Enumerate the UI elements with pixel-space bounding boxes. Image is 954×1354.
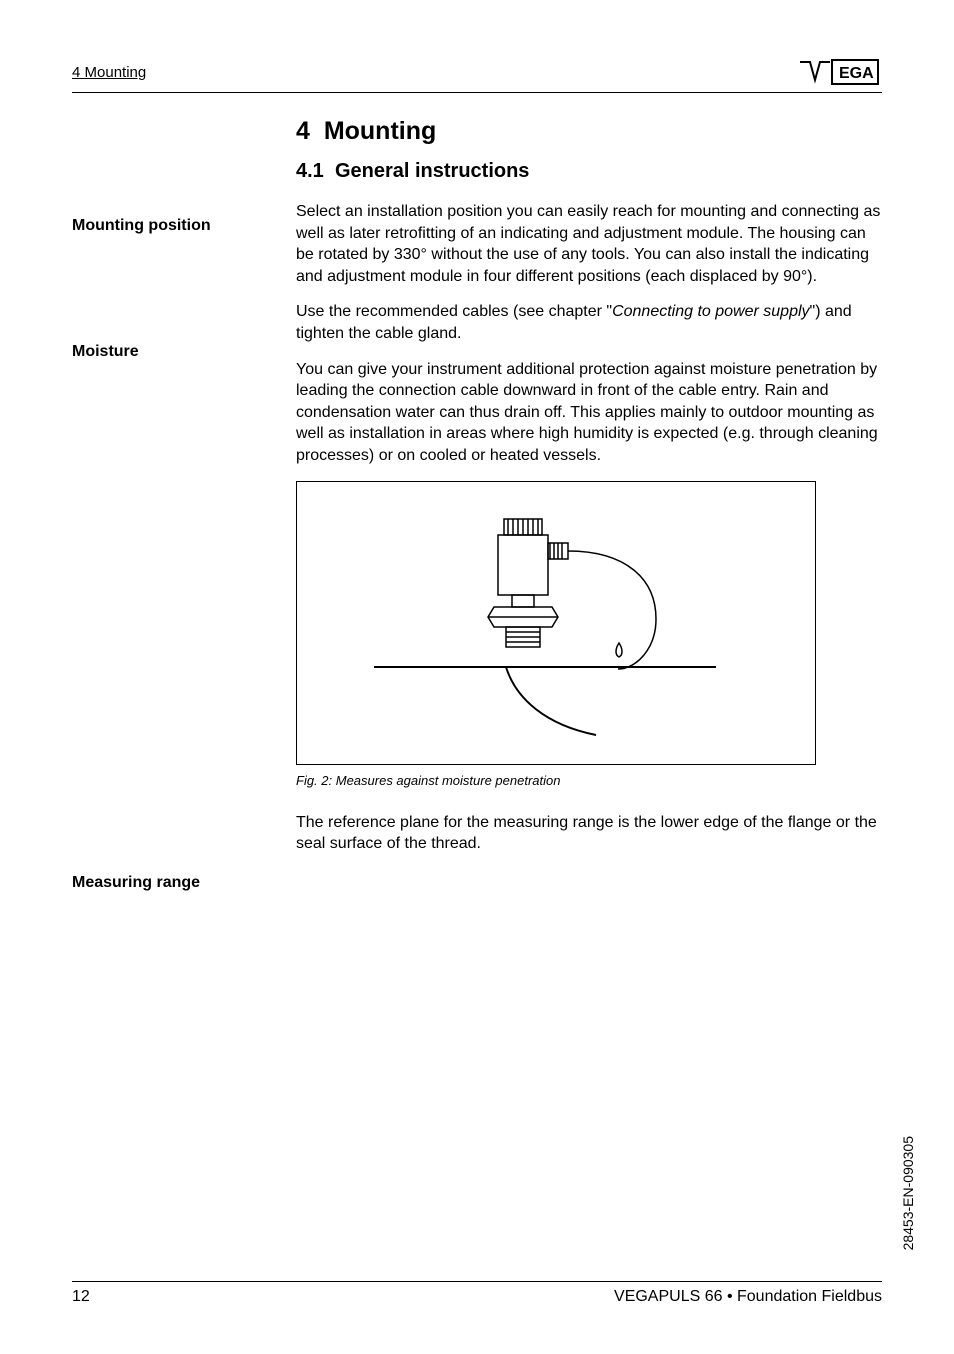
figure-moisture-protection [296, 481, 816, 765]
side-label-measuring-range: Measuring range [72, 874, 200, 892]
svg-text:EGA: EGA [839, 65, 874, 82]
subsection-title: General instructions [335, 160, 530, 182]
subsection-heading: 4.1 General instructions [296, 160, 882, 183]
moisture1-italic: Connecting to power supply [612, 303, 809, 320]
page-footer: 12 VEGAPULS 66 • Foundation Fieldbus [72, 1281, 882, 1306]
paragraph-measuring-range: The reference plane for the measuring ra… [296, 812, 882, 855]
header-chapter-label: 4 Mounting [72, 64, 146, 81]
section-heading: 4 Mounting [296, 117, 882, 146]
section-number: 4 [296, 117, 310, 145]
subsection-number: 4.1 [296, 160, 324, 182]
page-container: 4 Mounting EGA 4 Mounting 4.1 General in… [0, 0, 954, 1354]
side-label-moisture: Moisture [72, 343, 139, 361]
product-line: VEGAPULS 66 • Foundation Fieldbus [614, 1288, 882, 1306]
paragraph-mounting-position: Select an installation position you can … [296, 201, 882, 287]
figure-caption: Fig. 2: Measures against moisture penetr… [296, 773, 882, 788]
paragraph-moisture-1: Use the recommended cables (see chapter … [296, 301, 882, 344]
side-label-mounting-position: Mounting position [72, 217, 211, 235]
content-column: 4 Mounting 4.1 General instructions [296, 117, 882, 183]
paragraph-moisture-2: You can give your instrument additional … [296, 359, 882, 467]
page-number: 12 [72, 1288, 90, 1306]
section-title: Mounting [324, 117, 436, 145]
page-header: 4 Mounting EGA [72, 56, 882, 93]
moisture1-pre: Use the recommended cables (see chapter … [296, 303, 612, 320]
vega-logo: EGA [796, 56, 882, 88]
figure-svg [336, 499, 776, 747]
document-code: 28453-EN-090305 [900, 1136, 916, 1250]
